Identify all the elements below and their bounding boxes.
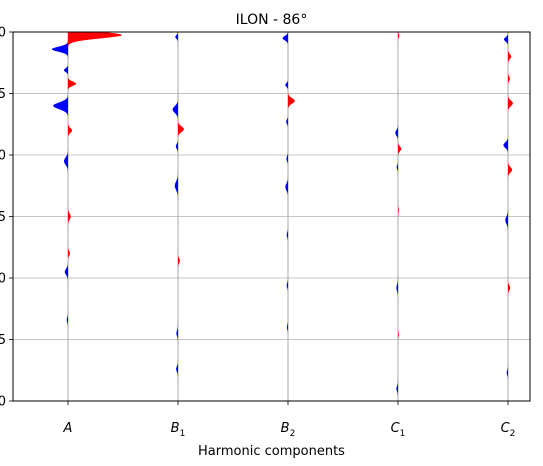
x-tick-subscript: 1 [400, 429, 406, 439]
positive-lobe [508, 91, 513, 116]
y-tick-label: 10 [0, 149, 6, 164]
x-tick-label-a: A [63, 421, 73, 436]
negative-lobe [63, 62, 68, 79]
negative-lobe [175, 32, 178, 46]
x-tick-subscript: 1 [180, 429, 186, 439]
x-tick-name: B [281, 421, 290, 436]
positive-lobe [68, 202, 71, 231]
positive-lobe [68, 242, 70, 265]
negative-lobe [174, 166, 178, 205]
positive-lobe [68, 74, 77, 94]
positive-lobe [398, 138, 402, 160]
y-tick-label: 30 [0, 395, 6, 410]
trace-b1 [172, 32, 184, 401]
negative-lobe [503, 132, 508, 158]
negative-lobe [396, 272, 398, 303]
negative-lobe [505, 203, 508, 237]
negative-lobe [175, 135, 178, 158]
y-axis: 0 5 10 15 20 25 30 [0, 26, 13, 410]
positive-lobe [398, 199, 399, 222]
y-tick-label: 15 [0, 210, 6, 225]
trace-c1 [395, 32, 402, 401]
negative-lobe [396, 376, 398, 401]
positive-lobe [68, 119, 73, 142]
negative-lobe [506, 361, 508, 384]
positive-lobe [508, 45, 512, 68]
y-tick-label: 20 [0, 272, 6, 287]
negative-lobe [286, 147, 288, 170]
negative-lobe [396, 157, 398, 177]
positive-lobe [288, 88, 295, 114]
negative-lobe [286, 112, 288, 132]
negative-lobe [176, 319, 178, 347]
x-axis-label: Harmonic components [198, 444, 345, 459]
negative-lobe [53, 90, 68, 121]
negative-lobe [282, 32, 288, 48]
positive-lobe [508, 69, 510, 89]
negative-lobe [286, 274, 288, 297]
negative-lobe [51, 38, 68, 61]
positive-lobe [68, 32, 122, 50]
x-tick-label-c1: C1 [391, 421, 406, 439]
plot-area [51, 32, 513, 401]
negative-lobe [64, 258, 68, 286]
x-tick-subscript: 2 [290, 429, 296, 439]
negative-lobe [285, 172, 288, 202]
x-tick-subscript: 2 [510, 429, 516, 439]
negative-lobe [172, 94, 178, 125]
positive-lobe [178, 249, 180, 272]
grid-lines [13, 93, 530, 340]
negative-lobe [66, 308, 68, 331]
x-tick-label-b1: B1 [171, 421, 186, 439]
chart-title: ILON - 86° [236, 12, 308, 28]
positive-lobe [398, 323, 399, 346]
positive-lobe [398, 32, 400, 44]
y-tick-label: 5 [0, 87, 6, 102]
x-tick-label-c2: C2 [501, 421, 516, 439]
x-tick-label-b2: B2 [281, 421, 296, 439]
x-tick-name: C [391, 421, 401, 436]
x-tick-name: A [63, 421, 73, 436]
x-tick-name: C [501, 421, 511, 436]
positive-lobe [178, 116, 184, 142]
positive-lobe [508, 157, 513, 182]
negative-lobe [63, 144, 68, 178]
negative-lobe [503, 32, 508, 49]
negative-lobe [176, 356, 178, 382]
negative-lobe [285, 76, 288, 94]
trace-b2 [282, 32, 295, 401]
negative-lobe [395, 120, 398, 146]
trace-c2 [503, 32, 513, 401]
negative-lobe [286, 224, 288, 246]
y-tick-label: 25 [0, 333, 6, 348]
trace-a [51, 32, 122, 401]
negative-lobe [286, 316, 288, 339]
x-axis: A B1 B2 C1 C2 [63, 401, 516, 439]
y-tick-label: 0 [0, 26, 6, 41]
positive-lobe [508, 277, 511, 299]
x-tick-name: B [171, 421, 180, 436]
